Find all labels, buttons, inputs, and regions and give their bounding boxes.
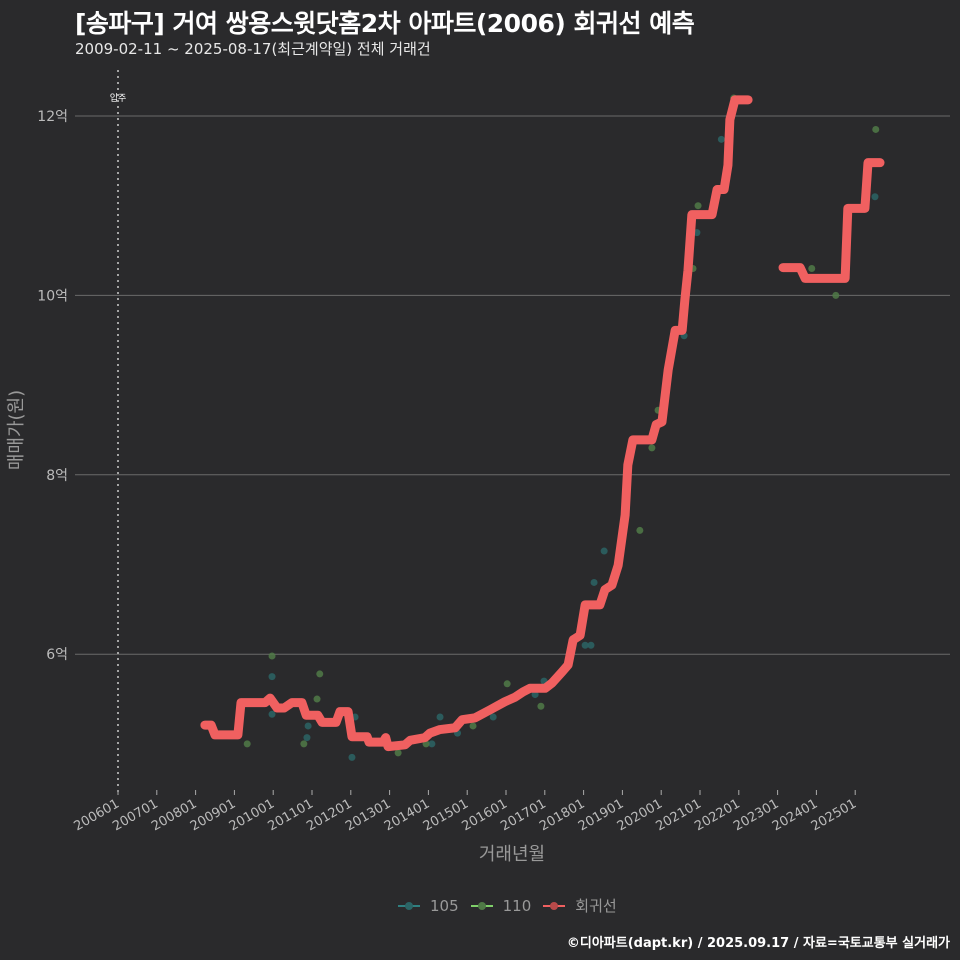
data-point-105 xyxy=(600,547,608,555)
data-point-110 xyxy=(636,526,644,534)
data-point-110 xyxy=(469,722,477,730)
legend-swatch-105 xyxy=(398,901,420,910)
data-point-105 xyxy=(268,710,276,718)
data-point-110 xyxy=(243,740,251,748)
data-point-105 xyxy=(581,641,589,649)
data-point-105 xyxy=(348,753,356,761)
data-point-110 xyxy=(872,125,880,133)
y-tick-label: 12억 xyxy=(37,109,68,125)
data-point-110 xyxy=(394,749,402,757)
regression-line xyxy=(200,95,753,752)
legend-label-105: 105 xyxy=(430,896,459,915)
y-tick-label: 8억 xyxy=(46,468,68,484)
chart-subtitle: 2009-02-11 ~ 2025-08-17(최근계약일) 전체 거래건 xyxy=(75,40,431,58)
data-point-110 xyxy=(537,702,545,710)
y-axis-title: 매매가(원) xyxy=(6,390,27,470)
regression-line xyxy=(778,158,885,283)
y-tick-label: 10억 xyxy=(37,288,68,304)
data-point-105 xyxy=(587,641,595,649)
data-point-105 xyxy=(489,713,497,721)
x-tick-label: 202501 xyxy=(809,796,859,834)
legend-item-regression: 회귀선 xyxy=(543,895,617,916)
data-point-110 xyxy=(313,695,321,703)
data-point-105 xyxy=(303,734,311,742)
move-in-label: 입주 xyxy=(110,92,127,104)
data-point-105 xyxy=(531,691,539,699)
data-point-110 xyxy=(694,202,702,210)
data-point-105 xyxy=(590,578,598,586)
data-point-105 xyxy=(268,673,276,681)
data-point-105 xyxy=(436,713,444,721)
source-footer: ©디아파트(dapt.kr) / 2025.09.17 / 자료=국토교통부 실… xyxy=(566,936,950,951)
legend-swatch-110 xyxy=(470,901,493,910)
y-tick-label: 6억 xyxy=(46,647,68,663)
legend-label-regression: 회귀선 xyxy=(575,897,617,915)
data-point-105 xyxy=(871,193,879,201)
data-point-105 xyxy=(717,135,725,143)
data-point-105 xyxy=(428,740,436,748)
legend: 105 110 회귀선 xyxy=(398,895,617,916)
data-point-110 xyxy=(316,670,324,678)
chart-title: [송파구] 거여 쌍용스윗닷홈2차 아파트(2006) 회귀선 예측 xyxy=(75,9,695,38)
legend-item-110: 110 xyxy=(470,896,532,915)
data-point-110 xyxy=(648,444,656,452)
legend-item-105: 105 xyxy=(398,897,459,915)
legend-label-110: 110 xyxy=(502,896,532,915)
legend-swatch-regression xyxy=(543,901,566,910)
x-axis-title: 거래년월 xyxy=(479,844,545,865)
data-point-110 xyxy=(300,740,308,748)
data-point-105 xyxy=(304,722,312,730)
data-point-110 xyxy=(503,680,511,688)
data-point-110 xyxy=(808,264,816,272)
data-point-110 xyxy=(268,652,276,660)
data-point-110 xyxy=(832,291,840,299)
